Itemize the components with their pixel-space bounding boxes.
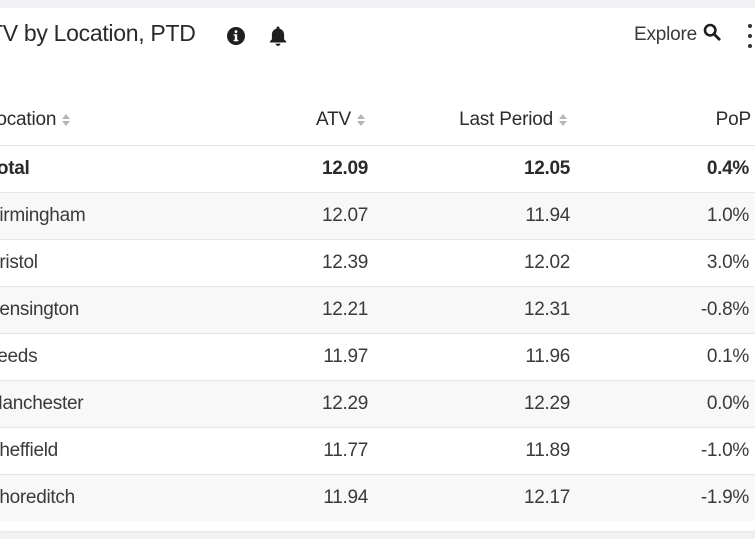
table-row[interactable]: Leeds 11.97 11.96 0.1% [0, 333, 755, 381]
cell-pop: 0.1% [572, 333, 755, 381]
cell-atv: 11.94 [240, 474, 370, 521]
cell-pop: 0.0% [572, 380, 755, 428]
cell-location: Total [0, 145, 240, 193]
table-row[interactable]: Manchester 12.29 12.29 0.0% [0, 380, 755, 428]
atv-card: TV by Location, PTD Explore [0, 8, 755, 531]
cell-atv: 12.09 [240, 145, 370, 193]
table-row[interactable]: Bristol 12.39 12.02 3.0% [0, 239, 755, 287]
column-label-last-period: Last Period [459, 109, 553, 130]
column-label-atv: ATV [316, 109, 351, 130]
atv-table: Location ATV Last Period [0, 95, 755, 521]
cell-last-period: 11.96 [370, 333, 572, 381]
card-header: TV by Location, PTD Explore [0, 8, 755, 64]
search-icon [703, 23, 721, 46]
cell-pop: -0.8% [572, 286, 755, 334]
cell-location: Birmingham [0, 192, 240, 240]
sort-icon[interactable] [61, 114, 71, 126]
table-row[interactable]: Birmingham 12.07 11.94 1.0% [0, 192, 755, 240]
card-title: TV by Location, PTD [0, 20, 196, 46]
cell-last-period: 12.05 [370, 145, 572, 193]
table-row[interactable]: Shoreditch 11.94 12.17 -1.9% [0, 474, 755, 521]
cell-last-period: 12.31 [370, 286, 572, 334]
info-icon[interactable] [225, 25, 247, 47]
column-header-location[interactable]: Location [0, 95, 240, 146]
cell-location: Bristol [0, 239, 240, 287]
explore-button[interactable]: Explore [634, 23, 721, 46]
kebab-menu-icon[interactable] [744, 24, 755, 48]
cell-last-period: 12.29 [370, 380, 572, 428]
explore-label: Explore [634, 23, 698, 45]
cell-last-period: 12.17 [370, 474, 572, 521]
sort-icon[interactable] [356, 114, 366, 126]
table-row-total[interactable]: Total 12.09 12.05 0.4% [0, 145, 755, 193]
cell-location: Sheffield [0, 427, 240, 475]
table-row[interactable]: Kensington 12.21 12.31 -0.8% [0, 286, 755, 334]
cell-location: Shoreditch [0, 474, 240, 521]
cell-last-period: 11.89 [370, 427, 572, 475]
column-header-pop[interactable]: PoP [572, 95, 755, 146]
cell-atv: 11.97 [240, 333, 370, 381]
cell-atv: 12.07 [240, 192, 370, 240]
cell-atv: 12.21 [240, 286, 370, 334]
cell-location: Leeds [0, 333, 240, 381]
sort-icon[interactable] [558, 114, 568, 126]
cell-atv: 12.39 [240, 239, 370, 287]
cell-pop: -1.9% [572, 474, 755, 521]
column-label-location: Location [0, 109, 57, 130]
cell-pop: 3.0% [572, 239, 755, 287]
cell-pop: 0.4% [572, 145, 755, 193]
cell-last-period: 11.94 [370, 192, 572, 240]
cell-atv: 11.77 [240, 427, 370, 475]
column-header-atv[interactable]: ATV [240, 95, 370, 146]
cell-pop: -1.0% [572, 427, 755, 475]
cell-location: Manchester [0, 380, 240, 428]
column-header-last-period[interactable]: Last Period [370, 95, 572, 146]
cell-atv: 12.29 [240, 380, 370, 428]
cell-location: Kensington [0, 286, 240, 334]
table-header-row: Location ATV Last Period [0, 95, 755, 146]
cell-pop: 1.0% [572, 192, 755, 240]
column-label-pop: PoP [715, 109, 752, 130]
bell-icon[interactable] [267, 25, 289, 47]
table-row[interactable]: Sheffield 11.77 11.89 -1.0% [0, 427, 755, 475]
cell-last-period: 12.02 [370, 239, 572, 287]
